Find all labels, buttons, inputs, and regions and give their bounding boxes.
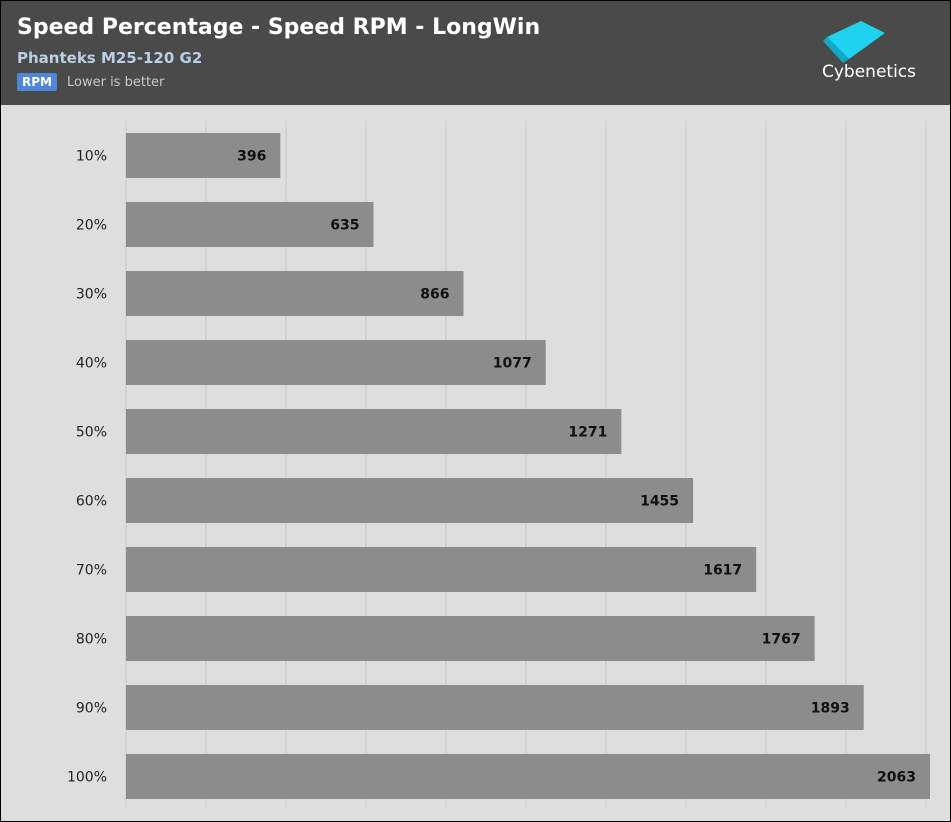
bar (126, 409, 622, 454)
unit-badge: RPM (17, 73, 57, 91)
category-label: 80% (76, 632, 107, 648)
bar-value-label: 1271 (568, 425, 607, 441)
bar (126, 202, 374, 247)
bar (126, 478, 694, 523)
category-label: 70% (76, 563, 107, 579)
category-label: 90% (76, 701, 107, 717)
bar (126, 340, 546, 385)
bar-value-label: 1893 (811, 701, 850, 717)
bar (126, 616, 815, 661)
category-label: 100% (67, 770, 107, 786)
logo-text: Cybenetics (821, 62, 916, 82)
bar-value-label: 1455 (640, 494, 679, 510)
bar-value-label: 2063 (877, 770, 916, 786)
bar-value-label: 1767 (762, 632, 801, 648)
chart-subtitle: Phanteks M25-120 G2 (17, 49, 203, 67)
bar-value-label: 635 (330, 218, 359, 234)
category-label: 60% (76, 494, 107, 510)
bar-chart: 396 10% 635 20% 866 30% 1077 40% 1271 50% 1455 60% 1… (67, 121, 930, 807)
bar-value-label: 866 (420, 287, 449, 303)
labels: 396 10% 635 20% 866 30% 1077 40% 1271 50% 1455 60% 1… (67, 149, 916, 786)
category-label: 30% (76, 287, 107, 303)
cybenetics-logo: Cybenetics (819, 19, 929, 89)
chart-header: Speed Percentage - Speed RPM - LongWin P… (1, 1, 950, 105)
bars (126, 133, 930, 799)
bar (126, 685, 864, 730)
bar (126, 547, 757, 592)
bar (126, 133, 281, 178)
category-label: 40% (76, 356, 107, 372)
bar-value-label: 396 (237, 149, 266, 165)
bar (126, 754, 930, 799)
category-label: 10% (76, 149, 107, 165)
cybenetics-cube-icon (823, 21, 885, 63)
chart-title: Speed Percentage - Speed RPM - LongWin (17, 15, 541, 40)
category-label: 20% (76, 218, 107, 234)
bar-value-label: 1077 (493, 356, 532, 372)
lower-is-better-note: Lower is better (67, 75, 165, 90)
category-label: 50% (76, 425, 107, 441)
bar (126, 271, 464, 316)
bar-value-label: 1617 (703, 563, 742, 579)
